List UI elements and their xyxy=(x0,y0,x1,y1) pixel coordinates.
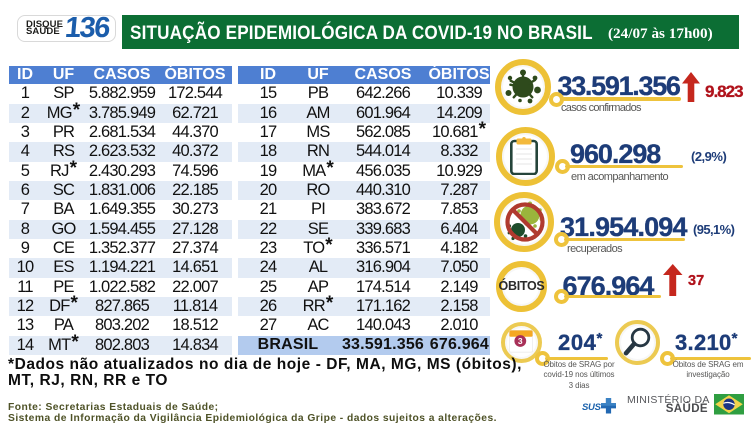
svg-text:3: 3 xyxy=(518,336,523,346)
